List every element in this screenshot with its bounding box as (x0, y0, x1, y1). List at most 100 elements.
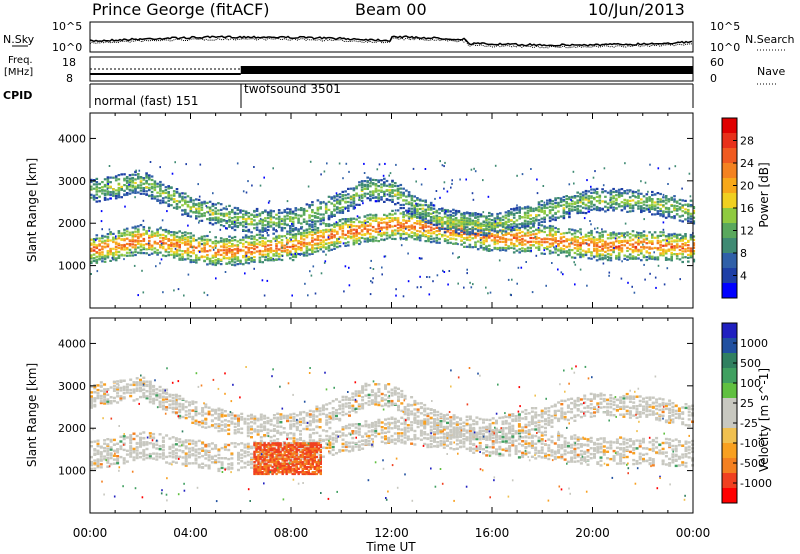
power-cell-0 (609, 242, 613, 245)
velocity-cell-0 (335, 434, 338, 437)
power-cell-0 (617, 252, 621, 255)
power-cell-0 (222, 242, 226, 245)
power-cell-0 (673, 246, 676, 250)
power-cell-1 (579, 209, 582, 212)
power-cell-1 (219, 208, 223, 211)
power-scatter-cell (608, 274, 610, 277)
velocity-cell-0 (109, 452, 113, 455)
power-scatter-cell (371, 281, 374, 284)
power-cell-1 (341, 199, 345, 202)
velocity-cell-0 (341, 438, 345, 441)
power-cell-0 (178, 249, 181, 252)
power-cell-0 (452, 229, 455, 233)
power-cell-0 (330, 224, 333, 227)
velocity-cell-0 (96, 452, 100, 456)
power-scatter-cell (533, 222, 536, 225)
power-cell-0 (515, 238, 519, 241)
velocity-cell-0 (194, 457, 198, 460)
velocity-cell-0 (139, 445, 142, 448)
power-cell-0 (692, 252, 696, 255)
power-cell-1 (673, 217, 676, 220)
power-cell-1 (192, 202, 195, 205)
power-cell-1 (272, 210, 275, 213)
power-cell-1 (590, 205, 593, 208)
power-cell-1 (396, 189, 400, 193)
power-cell-0 (441, 233, 444, 237)
power-cell-1 (200, 212, 204, 216)
power-cell-0 (164, 235, 168, 238)
power-cell-0 (485, 223, 488, 227)
power-cell-0 (523, 250, 527, 253)
power-cell-0 (692, 250, 696, 253)
power-cell-0 (504, 233, 508, 236)
power-cell-0 (305, 228, 309, 231)
power-cell-1 (90, 193, 93, 196)
power-cell-0 (178, 240, 181, 243)
y-tick-label: 1000 (58, 260, 86, 273)
power-cell-1 (399, 193, 403, 196)
power-cell-0 (148, 244, 151, 247)
power-cell-1 (463, 231, 466, 234)
power-cell-1 (623, 207, 626, 210)
power-cell-0 (231, 263, 234, 266)
power-scatter-cell (327, 236, 330, 239)
velocity-cell-0 (139, 456, 142, 459)
power-scatter-cell (482, 211, 485, 214)
power-cell-1 (590, 202, 593, 205)
power-cell-1 (197, 210, 201, 213)
power-cell-1 (551, 203, 555, 206)
power-scatter-cell (543, 201, 546, 204)
power-cell-0 (648, 255, 651, 258)
power-cell-1 (474, 212, 477, 215)
power-cell-0 (413, 238, 416, 241)
power-cell-0 (145, 230, 148, 233)
power-cell-1 (656, 212, 660, 215)
power-cell-1 (280, 217, 284, 221)
power-scatter-cell (520, 266, 523, 269)
power-scatter-cell (399, 238, 402, 241)
power-cell-0 (631, 230, 635, 233)
power-cell-1 (159, 199, 162, 202)
power-cell-1 (250, 217, 253, 221)
power-cell-1 (313, 216, 317, 219)
power-cell-0 (377, 230, 380, 233)
power-scatter-cell (130, 251, 133, 254)
power-cell-1 (568, 202, 571, 205)
power-scatter-cell (511, 278, 513, 281)
velocity-cell-0 (240, 442, 244, 445)
power-cell-0 (117, 256, 121, 259)
power-cell-0 (322, 241, 325, 244)
velocity-cell-0 (106, 443, 110, 446)
power-cell-0 (399, 232, 403, 236)
power-cell-0 (313, 250, 317, 253)
power-scatter-cell (349, 226, 351, 229)
power-cell-0 (172, 256, 176, 259)
power-cell-1 (385, 179, 389, 183)
velocity-cell-0 (217, 453, 221, 457)
velocity-cell-0 (145, 453, 149, 457)
power-cell-0 (319, 231, 322, 234)
power-cell-1 (526, 220, 530, 223)
power-cell-0 (394, 233, 397, 236)
power-cell-0 (231, 255, 234, 258)
power-cell-0 (377, 227, 380, 230)
power-scatter-cell (147, 242, 150, 245)
power-cell-0 (485, 221, 488, 224)
power-cell-0 (184, 234, 187, 237)
power-cell-0 (255, 242, 259, 245)
power-cell-0 (203, 249, 206, 252)
power-cell-1 (523, 225, 527, 228)
power-cell-0 (300, 237, 303, 240)
power-cell-1 (670, 204, 673, 207)
velocity-cell-0 (246, 460, 250, 464)
power-cell-1 (623, 198, 626, 201)
power-cell-0 (236, 245, 240, 248)
power-cell-1 (576, 204, 579, 208)
power-cell-1 (236, 207, 240, 210)
power-cell-1 (391, 191, 394, 195)
power-cell-1 (391, 200, 394, 203)
power-scatter-cell (402, 295, 405, 298)
power-cell-0 (294, 233, 298, 236)
power-cell-0 (167, 231, 170, 234)
power-cell-1 (681, 214, 684, 217)
